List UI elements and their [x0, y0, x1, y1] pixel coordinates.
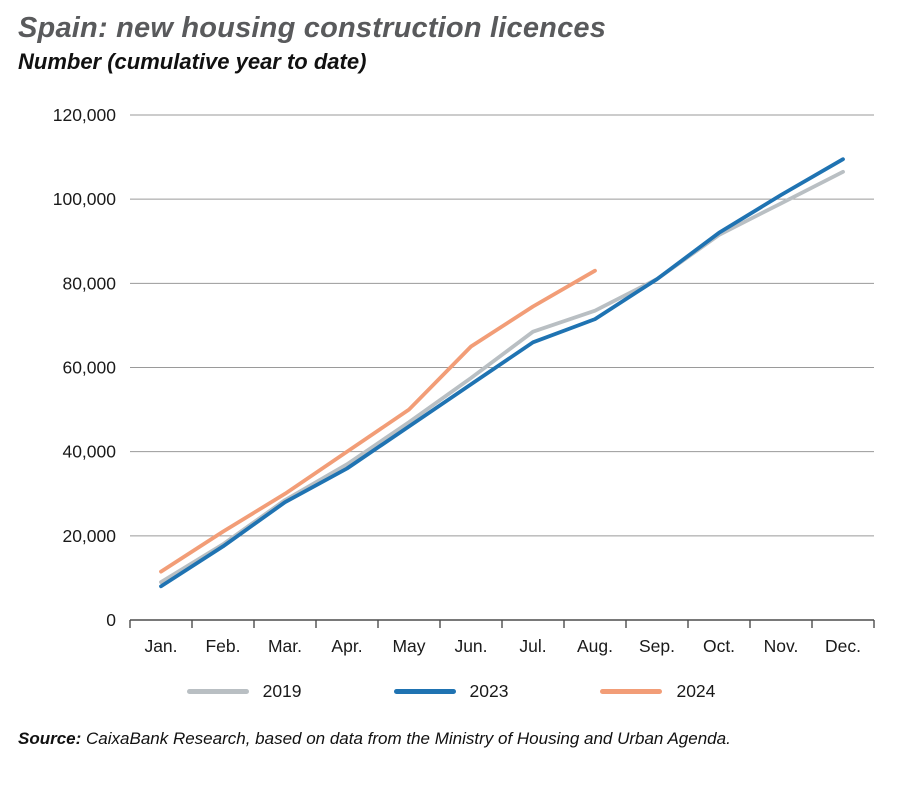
x-tick-label: Nov.	[764, 636, 799, 656]
y-tick-label: 120,000	[53, 105, 117, 125]
legend-label-2024: 2024	[676, 680, 716, 701]
legend-label-2023: 2023	[469, 680, 509, 701]
series-line-2024	[159, 268, 597, 574]
source-label: Source:	[18, 729, 82, 748]
x-tick-label: May	[392, 636, 425, 656]
y-tick-label: 100,000	[53, 189, 117, 209]
x-tick-label: Aug.	[577, 636, 613, 656]
source-text: CaixaBank Research, based on data from t…	[81, 729, 731, 748]
legend-swatch-2019	[186, 688, 249, 694]
legend-label-2019: 2019	[262, 680, 302, 701]
legend-item-2023: 2023	[393, 680, 509, 702]
y-tick-label: 80,000	[62, 273, 116, 293]
legend-item-2019: 2019	[186, 680, 302, 702]
legend-item-2024: 2024	[600, 681, 715, 702]
x-tick-label: Sep.	[639, 636, 675, 656]
y-tick-label: 20,000	[62, 526, 116, 546]
x-tick-label: Feb.	[205, 636, 240, 656]
legend-swatch-2024	[600, 688, 663, 694]
chart-subtitle: Number (cumulative year to date)	[18, 49, 367, 74]
legend-swatch-2023	[393, 688, 456, 694]
source-line: Source: CaixaBank Research, based on dat…	[18, 729, 884, 749]
x-tick-label: Oct.	[703, 636, 735, 656]
x-tick-label: Mar.	[268, 636, 302, 656]
y-tick-label: 0	[106, 610, 116, 630]
y-tick-label: 60,000	[62, 358, 116, 378]
series-line-2019	[159, 169, 845, 585]
series-line-2023	[159, 157, 845, 589]
line-chart: 0 20,000 40,000 60,000 80,000 100,000 120,000 J…	[53, 105, 875, 656]
x-tick-label: Jan.	[144, 636, 177, 656]
x-tick-label: Jun.	[454, 636, 487, 656]
chart-title: Spain: new housing construction licences	[18, 12, 607, 44]
y-tick-label: 40,000	[62, 442, 116, 462]
legend: 2019 2023 2024	[18, 675, 884, 707]
x-tick-label: Jul.	[519, 636, 546, 656]
x-tick-label: Dec.	[825, 636, 861, 656]
x-tick-label: Apr.	[331, 636, 362, 656]
chart-area: 0 20,000 40,000 60,000 80,000 100,000 120,000 J…	[18, 85, 898, 665]
